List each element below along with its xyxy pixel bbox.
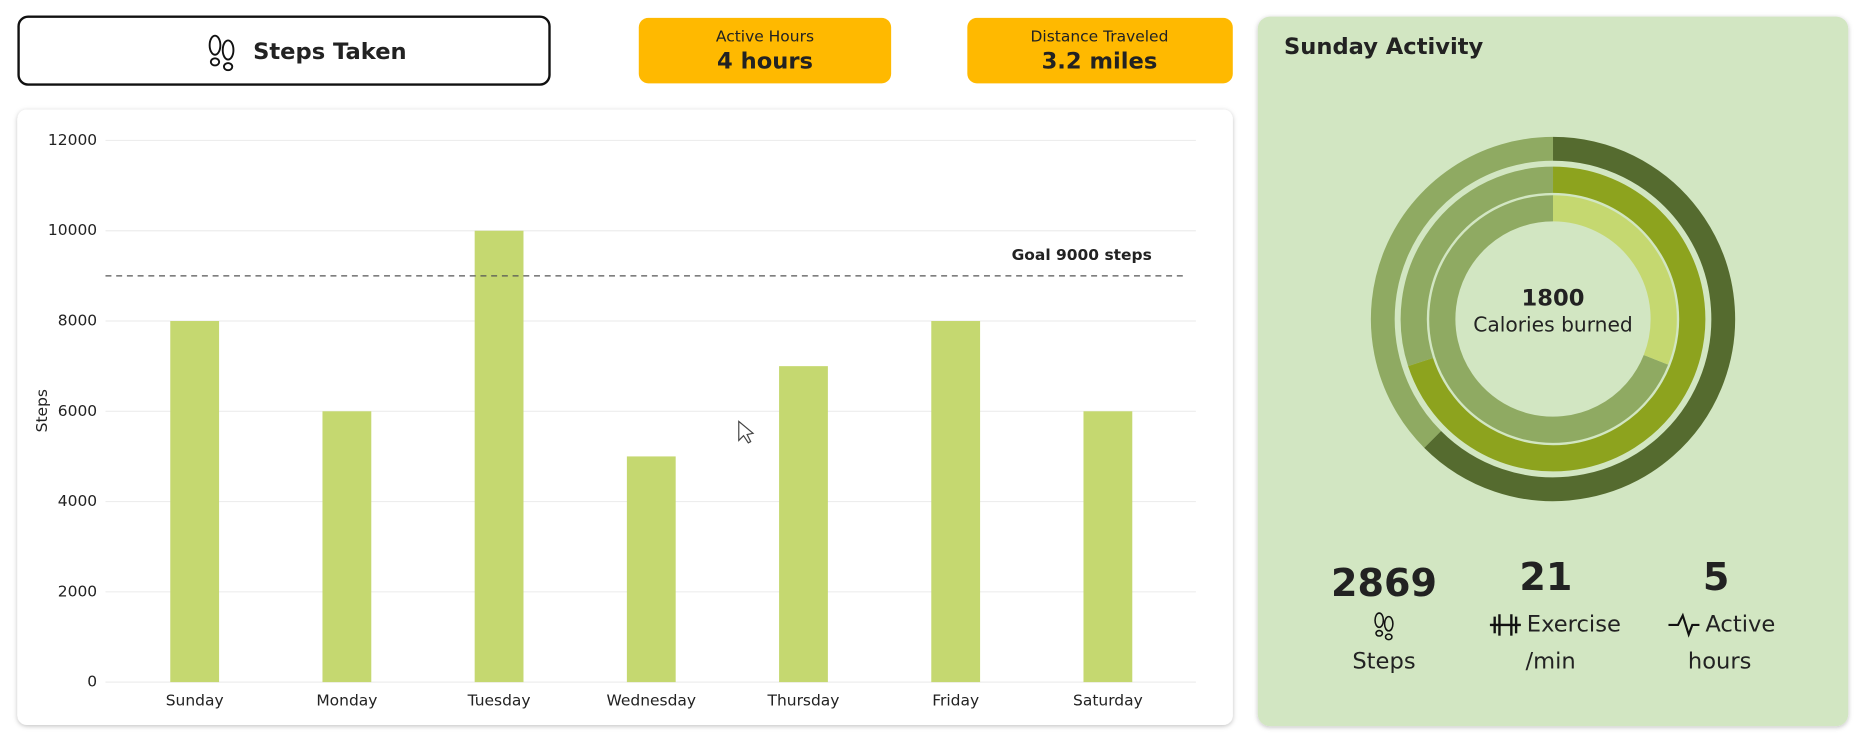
summary-value: 21 [1519, 555, 1572, 599]
ring-arc [1408, 166, 1706, 472]
y-tick-label: 4000 [58, 492, 97, 510]
ring-track [1370, 136, 1554, 448]
ring-track [1400, 166, 1554, 367]
bar [322, 411, 372, 683]
summary: 2869 Steps 21 Exercise /min 5 Active hou… [1331, 555, 1775, 674]
bar [474, 230, 524, 683]
ring-arc [1552, 195, 1677, 365]
goal-label: Goal 9000 steps [1012, 246, 1152, 264]
y-tick-label: 6000 [58, 402, 97, 420]
ring-arc [1424, 136, 1736, 502]
footprint-icon [1374, 612, 1394, 641]
x-tick-label: Wednesday [606, 692, 696, 710]
panel-title: Sunday Activity [1284, 34, 1484, 60]
bar [1083, 411, 1133, 683]
x-tick-label: Sunday [166, 692, 224, 710]
cursor [738, 420, 755, 444]
y-axis-label: Steps [33, 389, 51, 432]
y-tick-label: 10000 [48, 221, 97, 239]
x-tick-label: Thursday [767, 692, 840, 710]
summary-label: Exercise [1527, 611, 1621, 637]
summary-label: Steps [1352, 648, 1415, 674]
kpi-value: 3.2 miles [1042, 48, 1158, 74]
ring-track [1429, 195, 1669, 443]
kpi-label: Active Hours [716, 27, 814, 45]
steps-button[interactable] [17, 15, 551, 86]
center-label: Calories burned [1473, 313, 1633, 337]
activity-panel [1257, 16, 1849, 727]
bar [626, 456, 676, 683]
bar [170, 321, 220, 683]
center-value: 1800 [1522, 285, 1585, 311]
summary-label: /min [1525, 648, 1575, 674]
kpi-label: Distance Traveled [1031, 27, 1169, 45]
chart-panel [17, 109, 1233, 725]
donut-chart [1370, 136, 1736, 502]
summary-label: Active [1705, 611, 1775, 637]
x-tick-label: Tuesday [467, 692, 531, 710]
y-tick-label: 2000 [58, 582, 97, 600]
dumbbell-icon [1489, 614, 1521, 636]
bar [931, 321, 981, 683]
kpi-card [967, 17, 1233, 84]
summary-label: hours [1688, 648, 1752, 674]
bar-chart: 0 2000 4000 6000 8000 10000 12000 Sunday Monday T… [48, 131, 1196, 710]
button-label[interactable]: Steps Taken [253, 39, 407, 65]
kpi-card [638, 17, 892, 84]
summary-value: 5 [1703, 555, 1730, 599]
x-tick-label: Monday [316, 692, 377, 710]
pulse-icon [1668, 612, 1700, 638]
y-tick-label: 12000 [48, 131, 97, 149]
x-tick-label: Saturday [1073, 692, 1143, 710]
footprint-icon [208, 34, 235, 72]
summary-value: 2869 [1331, 561, 1437, 605]
y-tick-label: 0 [87, 673, 97, 691]
y-tick-label: 8000 [58, 312, 97, 330]
kpi-value: 4 hours [717, 48, 813, 74]
bar [779, 366, 828, 683]
x-tick-label: Friday [932, 692, 979, 710]
